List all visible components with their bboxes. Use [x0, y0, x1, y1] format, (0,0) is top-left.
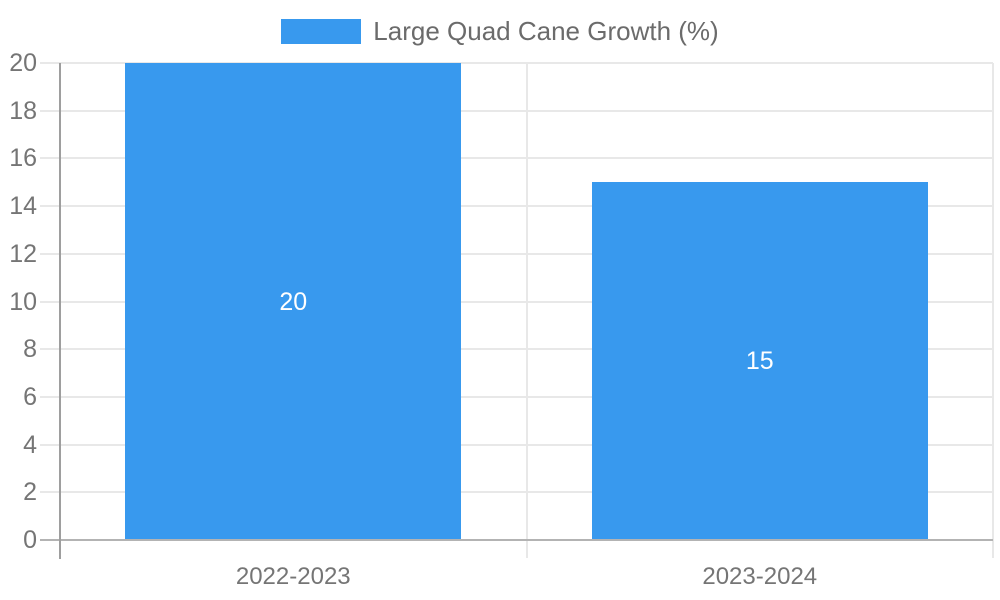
gridline-x-boundary-2	[992, 63, 994, 540]
y-axis-label-16: 16	[9, 144, 37, 173]
y-axis-label-0: 0	[23, 526, 37, 554]
y-axis-tick-18	[40, 109, 60, 112]
y-axis-tick-6	[40, 395, 60, 398]
y-axis-label-4: 4	[23, 430, 37, 459]
y-axis-label-14: 14	[9, 192, 37, 221]
y-axis-label-18: 18	[9, 96, 37, 125]
x-axis-label-2022-2023: 2022-2023	[235, 563, 351, 590]
legend-label: Large Quad Cane Growth (%)	[373, 15, 719, 46]
x-axis-label-2023-2024: 2023-2024	[702, 563, 818, 590]
y-axis-tick-2	[40, 491, 60, 494]
legend-swatch	[281, 18, 362, 44]
y-axis-label-12: 12	[9, 239, 37, 268]
y-axis-label-20: 20	[9, 49, 37, 77]
bar-2023-2024	[591, 182, 928, 540]
bar-2022-2023	[125, 63, 462, 540]
y-axis-tick-12	[40, 252, 60, 255]
y-axis-label-10: 10	[9, 287, 37, 316]
y-axis-tick-4	[40, 443, 60, 446]
gridline-x-boundary-1	[525, 63, 528, 540]
y-axis-tick-10	[40, 300, 60, 303]
y-axis-line	[59, 63, 61, 559]
y-axis-label-8: 8	[23, 335, 37, 364]
x-axis-tick-2	[992, 540, 994, 558]
y-axis-tick-8	[40, 348, 60, 351]
bar-value-label-2023-2024: 15	[745, 347, 774, 376]
y-axis-label-6: 6	[23, 382, 37, 411]
x-axis-tick-1	[525, 540, 528, 558]
y-axis-tick-0	[40, 539, 60, 541]
y-axis-tick-14	[40, 205, 60, 208]
bar-value-label-2022-2023: 20	[279, 287, 308, 316]
y-axis-tick-16	[40, 157, 60, 160]
x-axis-line	[60, 539, 993, 541]
y-axis-tick-20	[40, 62, 60, 64]
legend[interactable]: Large Quad Cane Growth (%)	[0, 15, 1000, 47]
y-axis-label-2: 2	[23, 478, 37, 507]
